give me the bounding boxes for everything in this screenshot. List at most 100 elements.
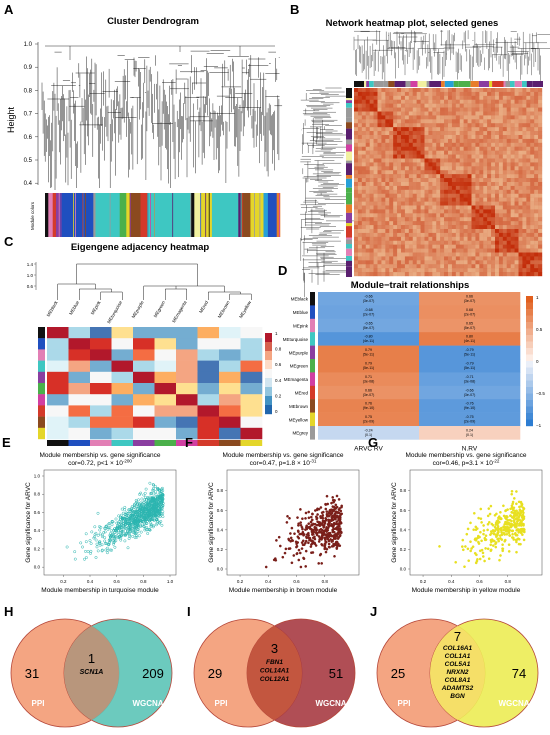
panel-b-heat-cell: [385, 150, 390, 155]
panel-c-heat-cell: [197, 338, 220, 350]
panel-b-heat-cell: [448, 158, 453, 163]
panel-b-heat-cell: [404, 221, 410, 226]
scatter-point: [474, 528, 478, 532]
panel-b-heat-cell: [502, 142, 507, 147]
scatter-point: [139, 519, 143, 523]
panel-b-heat-cell: [381, 248, 386, 253]
panel-b-left-bar-segment: [346, 187, 352, 193]
scatter-point: [304, 511, 308, 515]
panel-b-heat-cell: [416, 91, 421, 97]
panel-b-heat-cell: [385, 162, 390, 167]
panel-b-heat-cell: [420, 174, 425, 179]
panel-b-heat-cell: [385, 88, 390, 93]
panel-b-heat-cell: [471, 240, 476, 245]
scatter-point: [89, 549, 93, 553]
panel-b-heat-cell: [510, 150, 515, 155]
panel-b-heat-cell: [498, 99, 504, 104]
panel-b-heat-cell: [381, 154, 386, 159]
panel-b-heat-cell: [365, 248, 370, 253]
panel-b-heat-cell: [428, 127, 433, 132]
panel-b-heat-cell: [404, 99, 410, 104]
panel-b-heat-cell: [463, 244, 468, 249]
panel-b-heat-cell: [428, 209, 433, 214]
panel-b-heat-cell: [510, 91, 515, 97]
panel-b-heat-cell: [404, 88, 410, 93]
scatter-point: [464, 545, 467, 548]
panel-b-heat-cell: [385, 115, 390, 120]
panel-b-heat-cell: [502, 119, 507, 124]
panel-b-heat-cell: [373, 115, 378, 120]
panel-b-heat-cell: [365, 162, 370, 167]
panel-b-heat-cell: [424, 185, 429, 191]
panel-b-heat-cell: [444, 221, 449, 226]
panel-b-heat-cell: [428, 91, 433, 97]
scatter-point: [94, 538, 98, 542]
panel-b-heat-cell: [357, 131, 363, 136]
panel-i-letter: I: [187, 604, 191, 619]
panel-b-heat-cell: [401, 264, 406, 269]
panel-b-heat-cell: [479, 193, 484, 198]
panel-b-heat-cell: [416, 107, 421, 112]
scatter-point: [307, 541, 310, 545]
panel-b-heat-cell: [510, 123, 515, 128]
panel-b-heat-cell: [412, 236, 417, 241]
panel-b-heat-cell: [538, 131, 543, 136]
scatter-point: [482, 532, 485, 536]
panel-b-heat-cell: [416, 189, 421, 194]
panel-b-heat-cell: [518, 111, 523, 116]
panel-j: J25 747COL16A1COL1A1COL5A1NRXN2COL8A1ADAM…: [370, 604, 539, 728]
panel-d-letter: D: [278, 263, 287, 278]
scatter-point: [305, 533, 309, 536]
panel-b-heat-cell: [514, 170, 519, 175]
panel-b-heat-cell: [420, 119, 425, 124]
panel-b-heat-cell: [526, 162, 531, 167]
panel-b-heat-cell: [514, 150, 519, 155]
panel-b-heat-cell: [361, 193, 366, 198]
scatter-point: [146, 532, 150, 535]
panel-b-heat-cell: [361, 131, 366, 136]
scatter-point: [323, 543, 327, 547]
scatter-point: [292, 554, 296, 557]
panel-b-heat-cell: [530, 146, 535, 151]
panel-a-module-segment: [119, 193, 127, 237]
panel-b-heat-cell: [436, 88, 441, 93]
panel-b-heat-cell: [373, 272, 378, 277]
panel-f-points: [264, 494, 344, 569]
panel-b-heat-cell: [487, 240, 492, 245]
panel-b-heat-cell: [420, 197, 425, 202]
scatter-point: [296, 535, 300, 539]
panel-b-heat-cell: [393, 229, 398, 234]
panel-e-letter: E: [2, 435, 11, 450]
panel-b-heat-cell: [518, 256, 523, 261]
panel-b-top-bar-segment: [453, 81, 459, 87]
panel-b-heat-cell: [428, 205, 433, 210]
panel-b-heat-cell: [451, 217, 457, 222]
scatter-point: [142, 504, 146, 508]
panel-i-gene-label: COL12A1: [260, 676, 290, 683]
panel-b-heat-cell: [538, 95, 543, 100]
panel-b-heat-cell: [487, 268, 492, 273]
panel-b-heat-cell: [389, 91, 394, 97]
panel-b-heat-cell: [404, 189, 410, 194]
panel-e-stat: cor=0.72, p<1 × 10-200: [68, 459, 132, 468]
panel-b-heat-cell: [510, 174, 515, 179]
panel-b-heat-cell: [401, 201, 406, 206]
panel-b-heat-cell: [448, 162, 453, 167]
panel-f-stat: cor=0.47, p=1.8 × 10-31: [250, 459, 317, 468]
scatter-point: [307, 510, 311, 514]
panel-a-tick-label: 0.9: [24, 65, 33, 71]
panel-b-heat-cell: [428, 138, 433, 144]
panel-b-heat-cell: [440, 99, 445, 104]
panel-d-cell-value: -0.79: [465, 348, 473, 352]
panel-b-heat-cell: [526, 229, 531, 234]
panel-b-heat-cell: [389, 107, 394, 112]
scatter-point: [148, 506, 152, 510]
panel-b-heat-cell: [498, 135, 504, 140]
scatter-point: [110, 523, 114, 527]
panel-b-heat-cell: [416, 268, 421, 273]
panel-b-heat-cell: [354, 197, 359, 202]
panel-b-heat-cell: [444, 95, 449, 100]
scatter-point: [509, 507, 512, 511]
panel-b-heat-cell: [467, 111, 472, 116]
panel-b-heat-cell: [526, 189, 531, 194]
